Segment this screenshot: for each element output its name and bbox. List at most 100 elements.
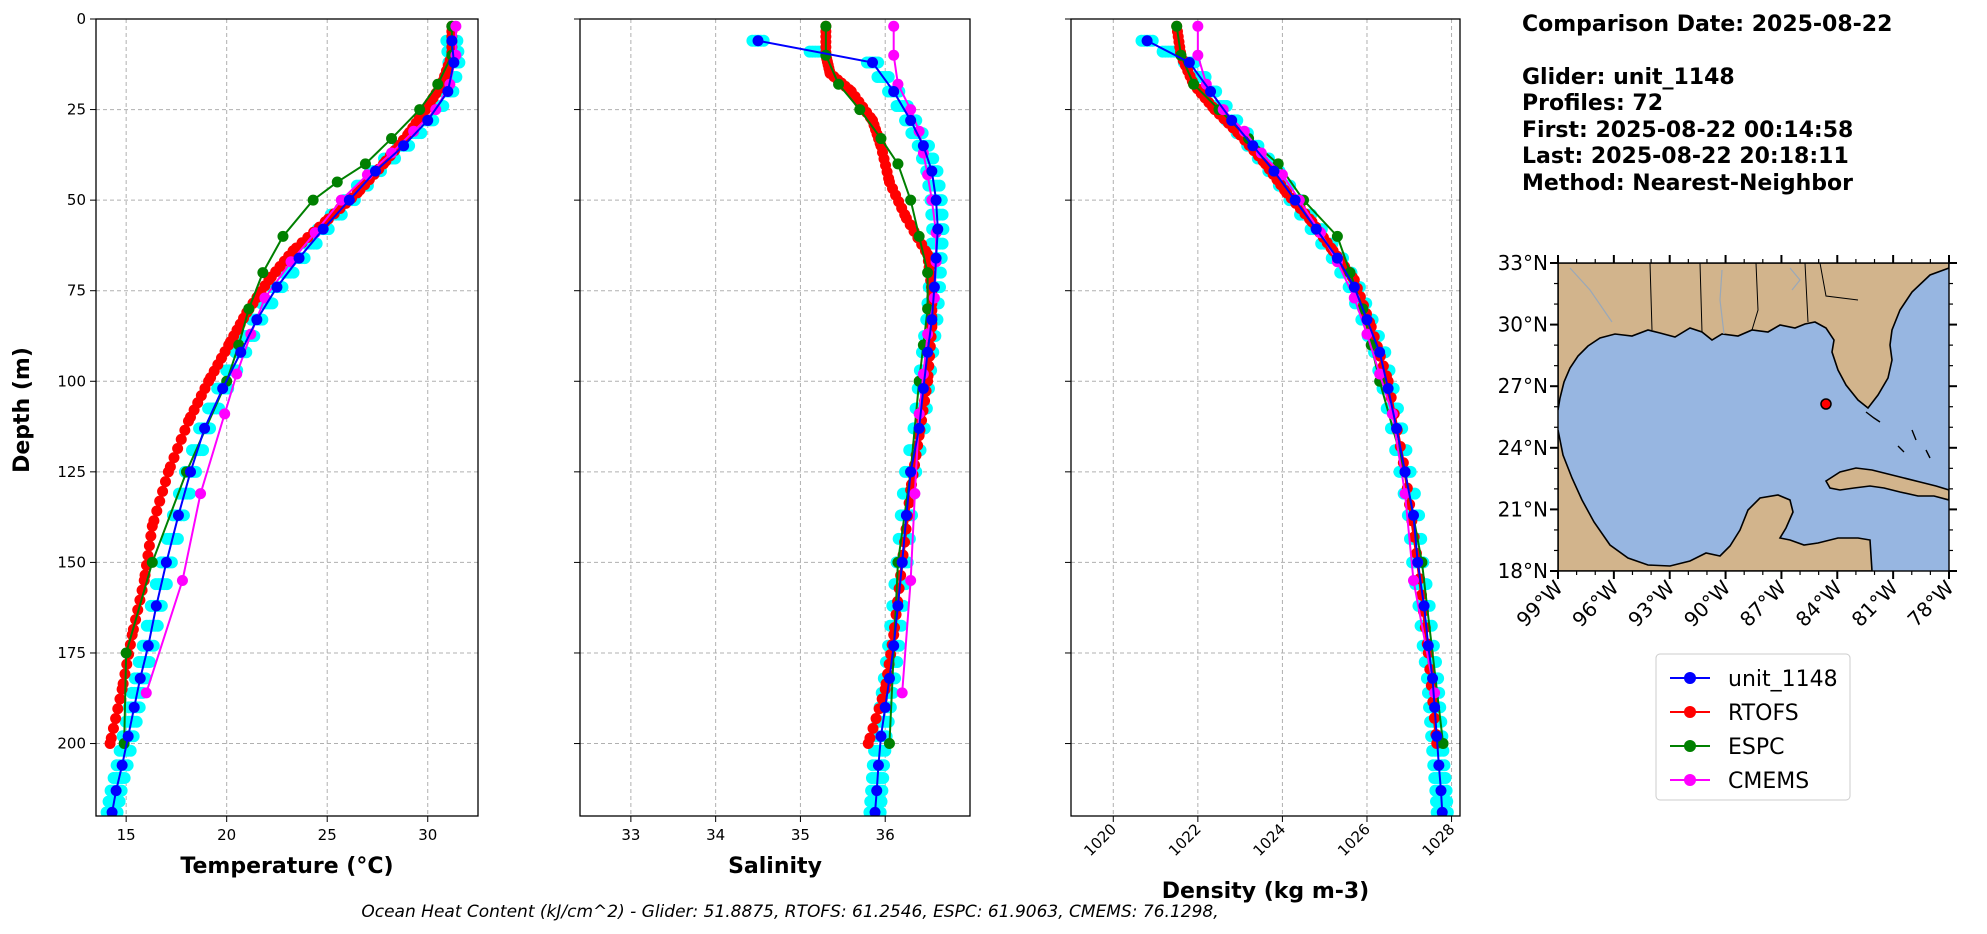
temperature-glider-point	[317, 223, 329, 235]
temperature-espc-point	[120, 647, 132, 659]
temperature-glider-point	[160, 556, 172, 568]
temperature-cmems-point	[140, 687, 152, 699]
salinity-glider-point	[896, 556, 908, 568]
density-glider-point	[1435, 785, 1447, 797]
temperature-glider-scatter-point	[113, 795, 126, 808]
density-glider-point	[1422, 640, 1434, 652]
map-lat-label: 27°N	[1498, 374, 1548, 398]
glider-name: Glider: unit_1148	[1522, 64, 1735, 90]
temperature-glider-scatter-point	[143, 656, 156, 669]
density-glider-point	[1247, 140, 1259, 152]
temperature-glider-scatter-point	[197, 444, 210, 457]
temperature-x-tick-label: 15	[117, 826, 136, 844]
temperature-glider-point	[142, 640, 154, 652]
temperature-glider-point	[122, 730, 134, 742]
temperature-rtofs-point	[143, 540, 155, 552]
density-cmems-point	[1192, 20, 1204, 32]
salinity-rtofs-point	[870, 713, 882, 725]
temperature-glider-scatter-point	[151, 619, 164, 632]
temperature-axes-frame	[95, 18, 479, 817]
map-lon-label: 96°W	[1567, 575, 1623, 631]
density-glider-point	[1433, 759, 1445, 771]
salinity-glider-point	[932, 223, 944, 235]
salinity-cmems-point	[888, 20, 900, 32]
salinity-rtofs-point	[867, 722, 879, 734]
legend-rtofs-marker	[1684, 706, 1696, 718]
density-espc-point	[1188, 78, 1200, 90]
salinity-glider-point	[883, 672, 895, 684]
temperature-rtofs-point	[157, 485, 169, 497]
density-glider-scatter-point	[1441, 795, 1454, 808]
temperature-cmems-point	[450, 20, 462, 32]
salinity-espc-point	[883, 738, 895, 750]
salinity-glider-point	[928, 281, 940, 293]
salinity-glider-point	[892, 600, 904, 612]
salinity-espc-point	[833, 78, 845, 90]
legend-glider-label: unit_1148	[1728, 667, 1838, 692]
salinity-glider-point	[922, 346, 934, 358]
density-glider-point	[1407, 509, 1419, 521]
salinity-espc-point	[820, 20, 832, 32]
density-glider-point	[1431, 730, 1443, 742]
salinity-glider-point	[930, 194, 942, 206]
density-cmems-point	[1361, 328, 1373, 340]
temperature-glider-point	[172, 509, 184, 521]
density-glider-point	[1310, 223, 1322, 235]
density-glider-point	[1141, 35, 1153, 47]
salinity-glider-point	[871, 785, 883, 797]
temperature-x-axis-label: Temperature (°C)	[180, 854, 393, 879]
temperature-glider-point	[422, 114, 434, 126]
temperature-glider-point	[199, 422, 211, 434]
temperature-rtofs-point	[175, 433, 187, 445]
salinity-glider-point	[875, 730, 887, 742]
temperature-rtofs-point	[146, 520, 158, 532]
profile-count: Profiles: 72	[1522, 91, 1664, 116]
density-x-axis-label: Density (kg m-3)	[1162, 879, 1370, 904]
density-glider-point	[1226, 114, 1238, 126]
density-cmems-point	[1192, 49, 1204, 61]
temperature-glider-point	[134, 672, 146, 684]
temperature-rtofs-point	[107, 722, 119, 734]
temperature-cmems-point	[231, 368, 243, 380]
salinity-glider-point	[867, 56, 878, 68]
salinity-espc-point	[922, 303, 934, 315]
density-espc-point	[1175, 49, 1187, 61]
temperature-panel: 15 20 25 30 0 25 50 75 100 125 150 175 200 Temperatur…	[57, 10, 479, 879]
density-cmems-point	[1255, 147, 1267, 159]
salinity-cmems-point	[905, 575, 917, 587]
salinity-rtofs-point	[862, 738, 874, 750]
salinity-glider-scatter-point	[936, 208, 949, 221]
temperature-rtofs-point	[151, 505, 163, 517]
salinity-cmems-point	[905, 104, 917, 116]
density-glider-point	[1331, 252, 1343, 264]
temperature-espc-point	[243, 303, 255, 315]
salinity-x-tick-label: 34	[706, 826, 725, 844]
map-lon-label: 81°W	[1847, 575, 1903, 631]
salinity-x-tick-label: 33	[621, 826, 640, 844]
salinity-axes-frame	[579, 18, 971, 817]
temperature-y-tick-label: 25	[67, 101, 86, 119]
density-cmems-point	[1429, 687, 1441, 699]
temperature-y-tick-label: 0	[76, 10, 86, 28]
salinity-espc-point	[905, 194, 917, 206]
salinity-glider-point	[926, 314, 938, 326]
first-time: First: 2025-08-22 00:14:58	[1522, 117, 1854, 143]
temperature-rtofs-point	[104, 738, 116, 750]
temperature-glider-scatter-point	[171, 532, 184, 545]
legend-rtofs-label: RTOFS	[1728, 701, 1799, 726]
salinity-glider-point	[879, 701, 891, 713]
temperature-y-tick-label: 75	[67, 282, 86, 300]
salinity-cmems-point	[909, 488, 921, 500]
temperature-glider-point	[235, 346, 247, 358]
legend-box	[1655, 653, 1851, 801]
temperature-glider-scatter-point	[450, 70, 463, 83]
temperature-rtofs-point	[162, 466, 174, 478]
density-glider-point	[1412, 556, 1424, 568]
salinity-panel: 33 34 35 36 Salinity	[574, 18, 971, 879]
salinity-glider-scatter-point	[934, 266, 947, 279]
density-panel: 1020 1022 1024 1026 1028 Density (kg m-3)	[1065, 18, 1461, 904]
density-x-tick-label: 1028	[1419, 820, 1459, 860]
temperature-plot-area	[100, 20, 466, 816]
temperature-rtofs-point	[168, 452, 180, 464]
